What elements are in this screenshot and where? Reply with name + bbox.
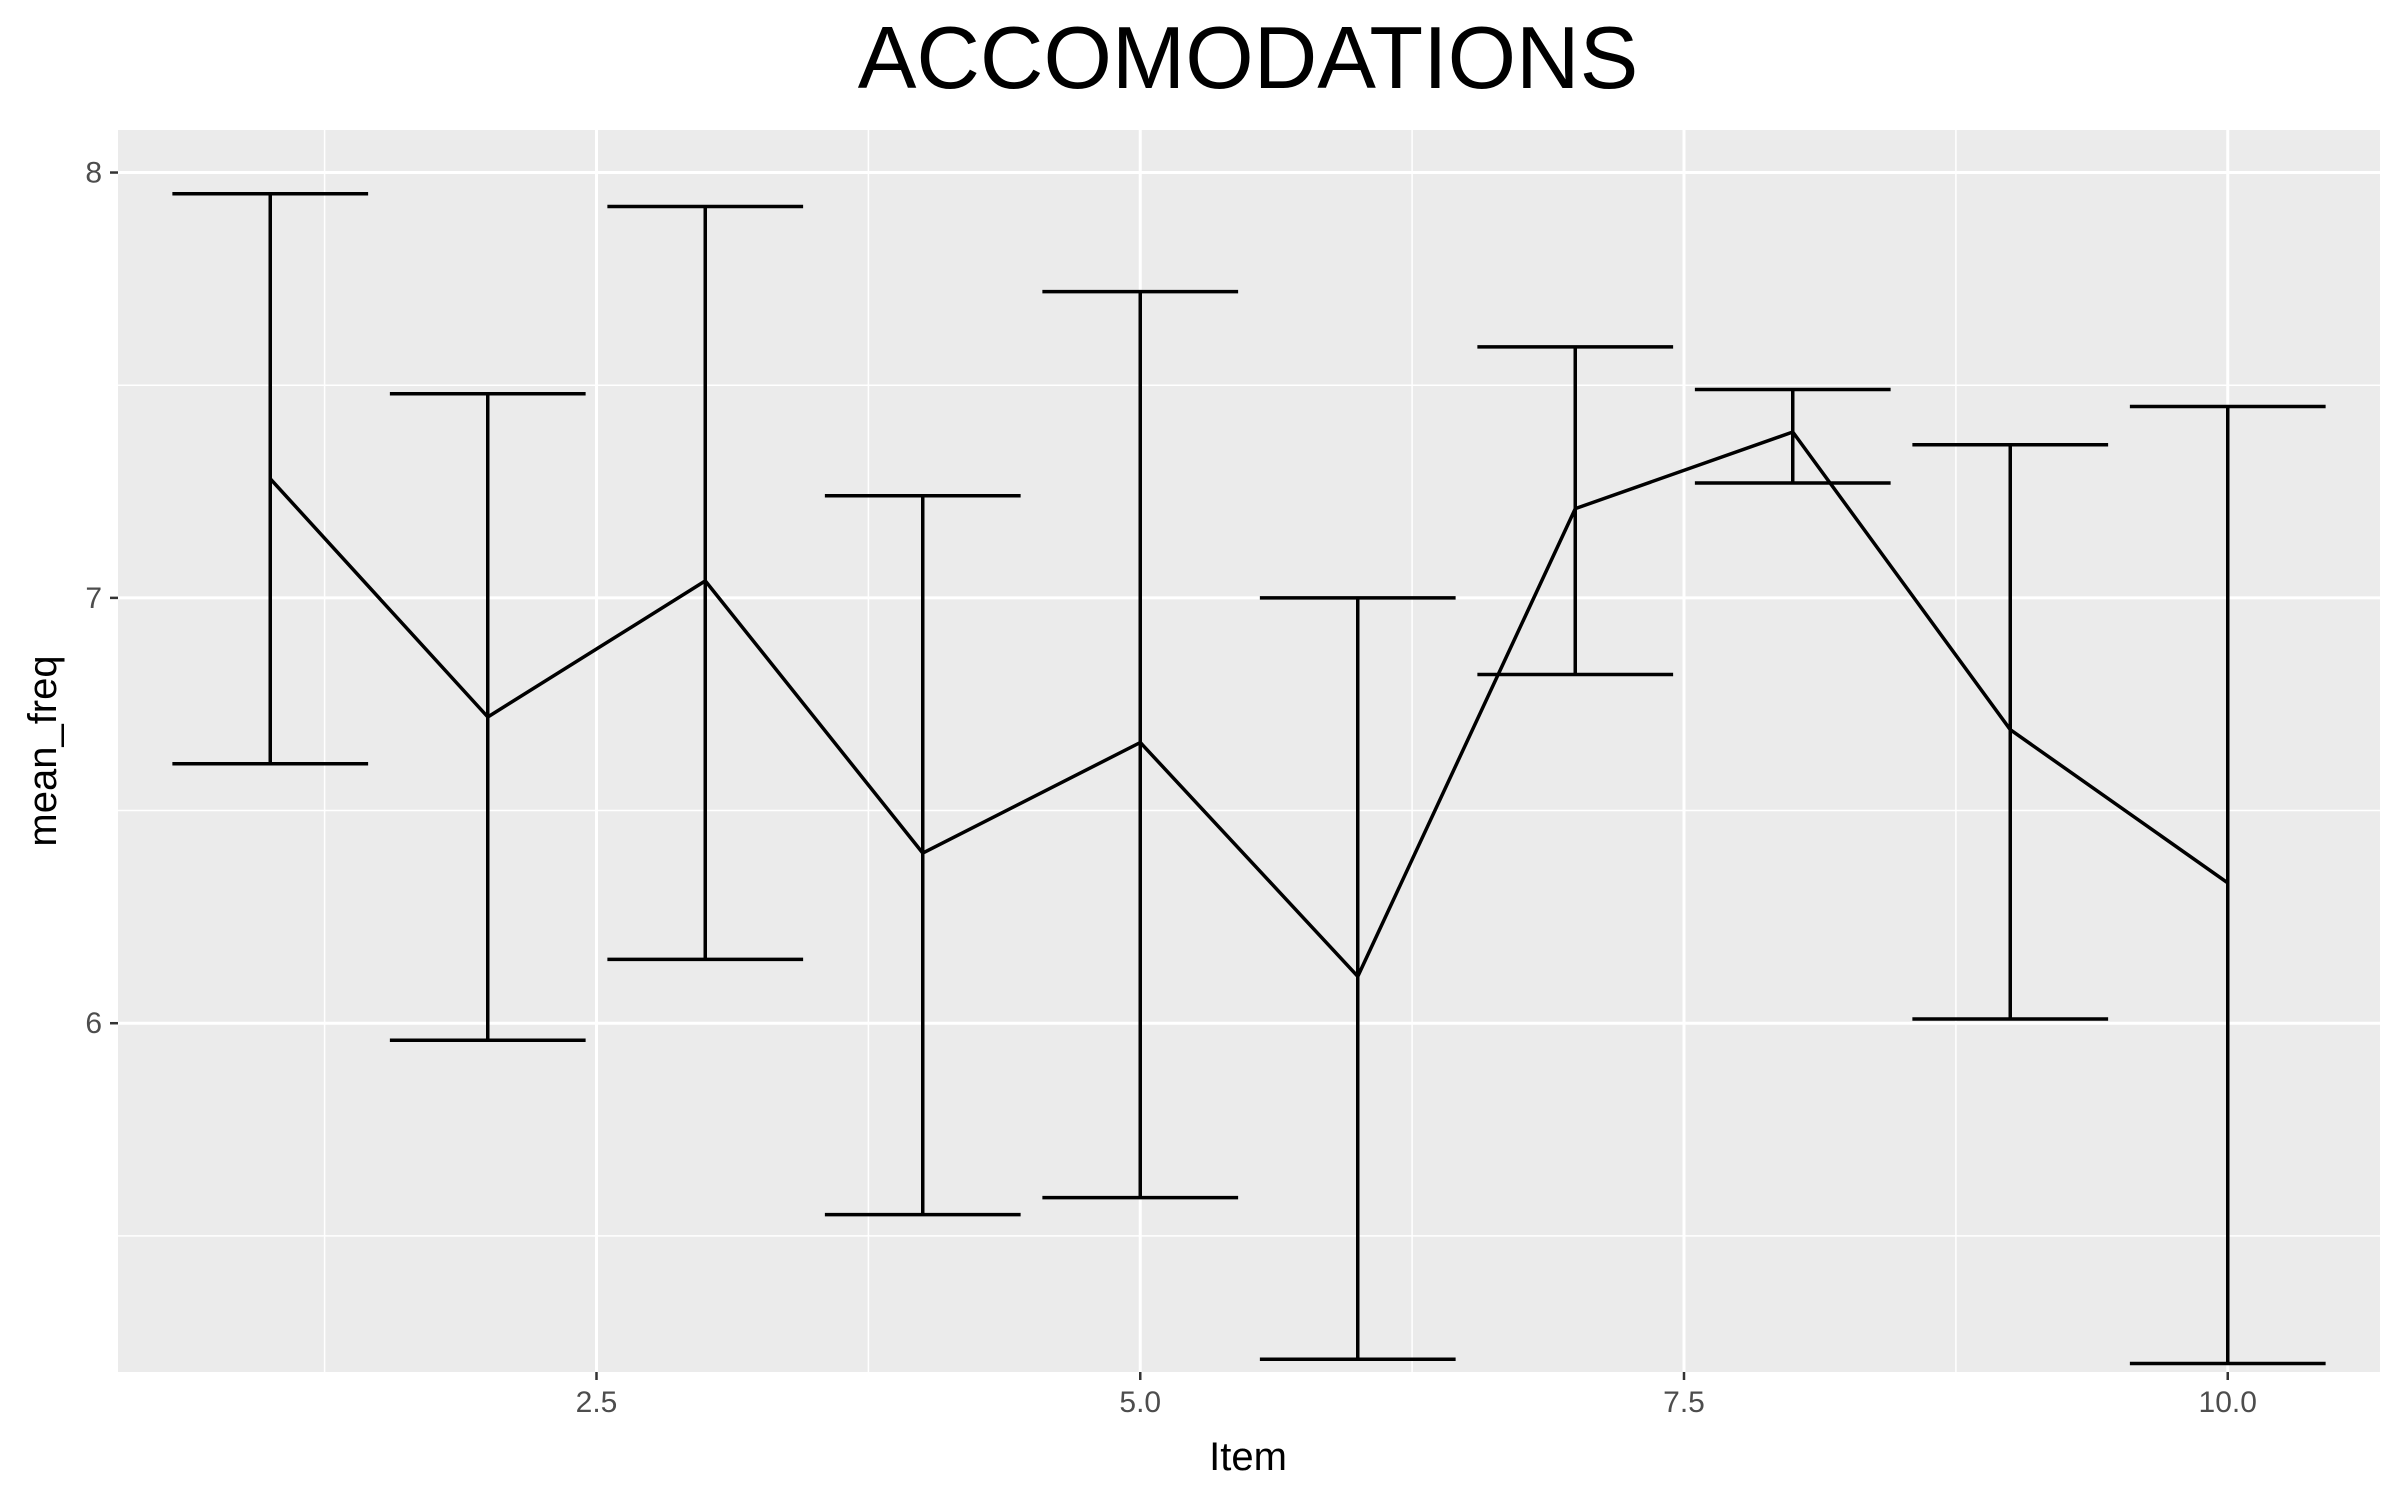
error-bar-4 (824, 494, 1021, 1217)
y-tick-label-0: 6 (85, 1007, 102, 1040)
plot-panel (118, 130, 2380, 1372)
y-tick-label-1: 7 (85, 582, 102, 615)
error-bar-10 (2129, 404, 2326, 1366)
error-bars (172, 192, 2326, 1366)
minor-gridlines (118, 130, 2380, 1372)
x-tick-label-3: 10.0 (2199, 1386, 2257, 1419)
error-bar-9 (1912, 443, 2109, 1021)
chart-title: ACCOMODATIONS (858, 8, 1639, 107)
x-tick-label-2: 7.5 (1663, 1386, 1705, 1419)
x-axis: 2.5 5.0 7.5 10.0 (576, 1372, 2257, 1419)
mean-line (269, 430, 2229, 979)
error-bar-6 (1259, 596, 1456, 1361)
error-bar-8 (1694, 387, 1891, 485)
x-tick-label-1: 5.0 (1119, 1386, 1161, 1419)
x-axis-title: Item (1209, 1435, 1287, 1479)
y-axis-title: mean_freq (21, 655, 65, 846)
y-tick-label-2: 8 (85, 157, 102, 190)
x-tick-label-0: 2.5 (576, 1386, 618, 1419)
error-bar-1 (172, 192, 369, 766)
y-axis: 6 7 8 (85, 157, 118, 1040)
